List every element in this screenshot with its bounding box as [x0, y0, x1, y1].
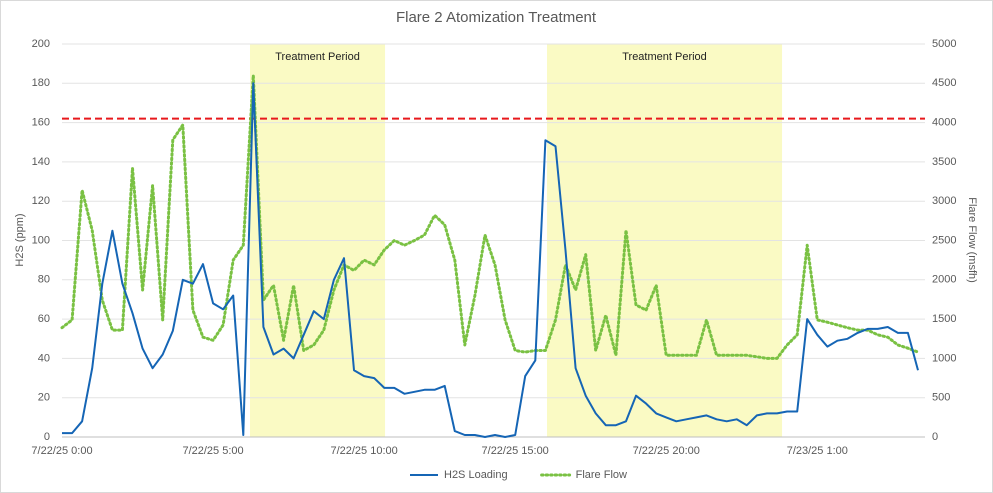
y2-tick-label: 1500: [932, 313, 956, 325]
y2-tick-label: 4000: [932, 117, 956, 129]
y-tick-label: 200: [32, 38, 50, 50]
y-tick-label: 20: [38, 392, 50, 404]
y2-axis-title: Flare Flow (msfh): [966, 197, 978, 283]
y2-tick-label: 4500: [932, 77, 956, 89]
y-tick-label: 100: [32, 234, 50, 246]
series-line: [60, 73, 920, 360]
y2-tick-label: 3500: [932, 156, 956, 168]
region-label: Treatment Period: [275, 51, 360, 63]
y-tick-label: 180: [32, 77, 50, 89]
y2-tick-label: 0: [932, 431, 938, 443]
x-tick-label: 7/22/25 0:00: [31, 445, 92, 457]
x-tick-label: 7/22/25 10:00: [330, 445, 397, 457]
legend-label: Flare Flow: [576, 469, 627, 481]
y-tick-label: 80: [38, 274, 50, 286]
y-tick-label: 40: [38, 352, 50, 364]
x-tick-label: 7/22/25 15:00: [482, 445, 549, 457]
y2-tick-label: 5000: [932, 38, 956, 50]
region-label: Treatment Period: [622, 51, 707, 63]
legend-label: H2S Loading: [444, 469, 508, 481]
y2-tick-label: 3000: [932, 195, 956, 207]
y-tick-label: 120: [32, 195, 50, 207]
y2-tick-label: 2000: [932, 274, 956, 286]
x-tick-label: 7/22/25 20:00: [633, 445, 700, 457]
y-tick-label: 0: [44, 431, 50, 443]
y2-tick-label: 2500: [932, 234, 956, 246]
y-tick-label: 160: [32, 117, 50, 129]
y-axis-title: H2S (ppm): [14, 213, 26, 266]
y-tick-label: 60: [38, 313, 50, 325]
y2-tick-label: 1000: [932, 352, 956, 364]
chart-title: Flare 2 Atomization Treatment: [396, 9, 597, 26]
x-tick-label: 7/22/25 5:00: [182, 445, 243, 457]
y2-tick-label: 500: [932, 392, 950, 404]
series-line: [62, 82, 919, 438]
y-tick-label: 140: [32, 156, 50, 168]
x-tick-label: 7/23/25 1:00: [787, 445, 848, 457]
